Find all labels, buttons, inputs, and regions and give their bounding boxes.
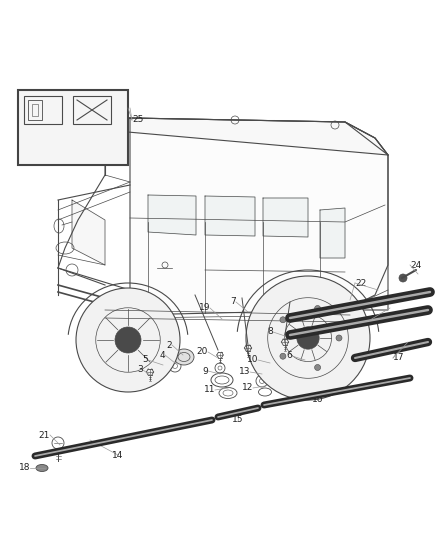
Text: 25: 25 xyxy=(132,116,143,125)
Circle shape xyxy=(280,353,286,359)
Text: 7: 7 xyxy=(230,297,236,306)
Text: 16: 16 xyxy=(312,395,324,405)
Polygon shape xyxy=(130,118,388,315)
Circle shape xyxy=(76,288,180,392)
Ellipse shape xyxy=(174,349,194,365)
Text: 10: 10 xyxy=(247,356,258,365)
Bar xyxy=(24,96,62,124)
Text: 15: 15 xyxy=(232,416,244,424)
Text: 24: 24 xyxy=(410,261,421,270)
Text: 22: 22 xyxy=(355,279,366,287)
Text: 12: 12 xyxy=(242,384,253,392)
Text: 8: 8 xyxy=(267,327,273,336)
Circle shape xyxy=(246,276,370,400)
Text: 23: 23 xyxy=(370,316,381,325)
Circle shape xyxy=(280,317,286,323)
Text: 17: 17 xyxy=(393,353,405,362)
Bar xyxy=(32,104,38,116)
Text: 11: 11 xyxy=(204,385,215,394)
Bar xyxy=(73,96,111,124)
Circle shape xyxy=(336,335,342,341)
Polygon shape xyxy=(105,118,388,155)
Text: 4: 4 xyxy=(159,351,165,359)
Text: 9: 9 xyxy=(202,367,208,376)
Ellipse shape xyxy=(36,464,48,472)
Text: 20: 20 xyxy=(197,348,208,357)
Bar xyxy=(28,100,42,120)
Text: 18: 18 xyxy=(18,464,30,472)
Text: 13: 13 xyxy=(239,367,250,376)
Circle shape xyxy=(399,274,407,282)
Text: 2: 2 xyxy=(166,341,172,350)
Polygon shape xyxy=(320,208,345,258)
Polygon shape xyxy=(205,196,255,236)
Text: 5: 5 xyxy=(142,356,148,365)
Circle shape xyxy=(314,365,321,370)
Polygon shape xyxy=(148,195,196,235)
Polygon shape xyxy=(72,200,105,265)
Circle shape xyxy=(314,305,321,311)
Polygon shape xyxy=(263,198,308,237)
Ellipse shape xyxy=(295,359,315,375)
Bar xyxy=(18,90,128,165)
Text: 19: 19 xyxy=(198,303,210,312)
Circle shape xyxy=(297,327,319,349)
Ellipse shape xyxy=(260,362,280,378)
Text: 6: 6 xyxy=(286,351,292,360)
Text: 3: 3 xyxy=(137,366,143,375)
Text: 14: 14 xyxy=(112,450,124,459)
Circle shape xyxy=(115,327,141,353)
Text: 21: 21 xyxy=(39,431,50,440)
